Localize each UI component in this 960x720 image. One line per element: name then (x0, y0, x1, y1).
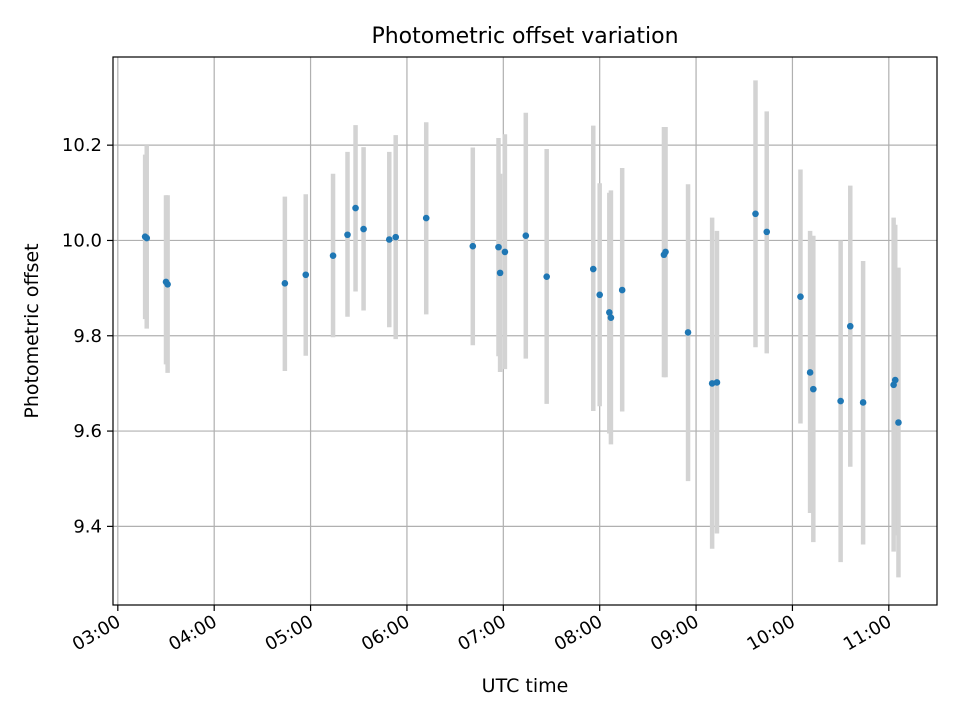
y-tick-label: 9.6 (73, 421, 102, 442)
data-point (859, 399, 867, 406)
data-point (797, 293, 804, 300)
y-tick-label: 10.2 (62, 135, 102, 156)
y-tick-label: 10.0 (62, 230, 102, 251)
data-point (329, 252, 337, 260)
data-point (501, 248, 509, 256)
y-tick-label: 9.4 (73, 516, 102, 537)
data-point (495, 243, 502, 251)
data-point (895, 419, 902, 426)
data-point (713, 379, 721, 386)
y-axis-ticks: 9.4 9.6 9.8 10.0 10.2 (62, 135, 113, 537)
data-point (752, 210, 759, 218)
data-point (589, 265, 597, 273)
data-point (281, 280, 289, 287)
data-point (891, 376, 899, 384)
data-point (496, 269, 504, 277)
x-axis-label: UTC time (482, 675, 569, 697)
data-point (806, 369, 814, 376)
data-point (662, 248, 669, 256)
y-axis-label: Photometric offset (21, 243, 43, 418)
data-point (302, 271, 310, 279)
data-point (344, 231, 351, 239)
data-point (543, 273, 550, 280)
data-point (360, 225, 367, 233)
data-point (763, 228, 771, 236)
data-point (422, 214, 430, 222)
data-point (684, 329, 692, 336)
data-point (164, 281, 171, 288)
plot-frame (112, 56, 938, 606)
data-point (606, 309, 613, 316)
data-point (837, 397, 844, 405)
data-point (385, 236, 393, 243)
data-point (810, 385, 817, 393)
data-point (352, 204, 359, 212)
chart-title: Photometric offset variation (371, 24, 678, 49)
y-tick-label: 9.8 (73, 326, 102, 347)
data-point (846, 322, 854, 330)
data-point (143, 234, 151, 242)
data-point (607, 314, 615, 321)
data-point (469, 242, 477, 250)
data-points (141, 204, 902, 426)
data-point (618, 286, 626, 294)
data-point (392, 233, 399, 241)
data-point (522, 232, 530, 239)
data-point (596, 291, 603, 299)
